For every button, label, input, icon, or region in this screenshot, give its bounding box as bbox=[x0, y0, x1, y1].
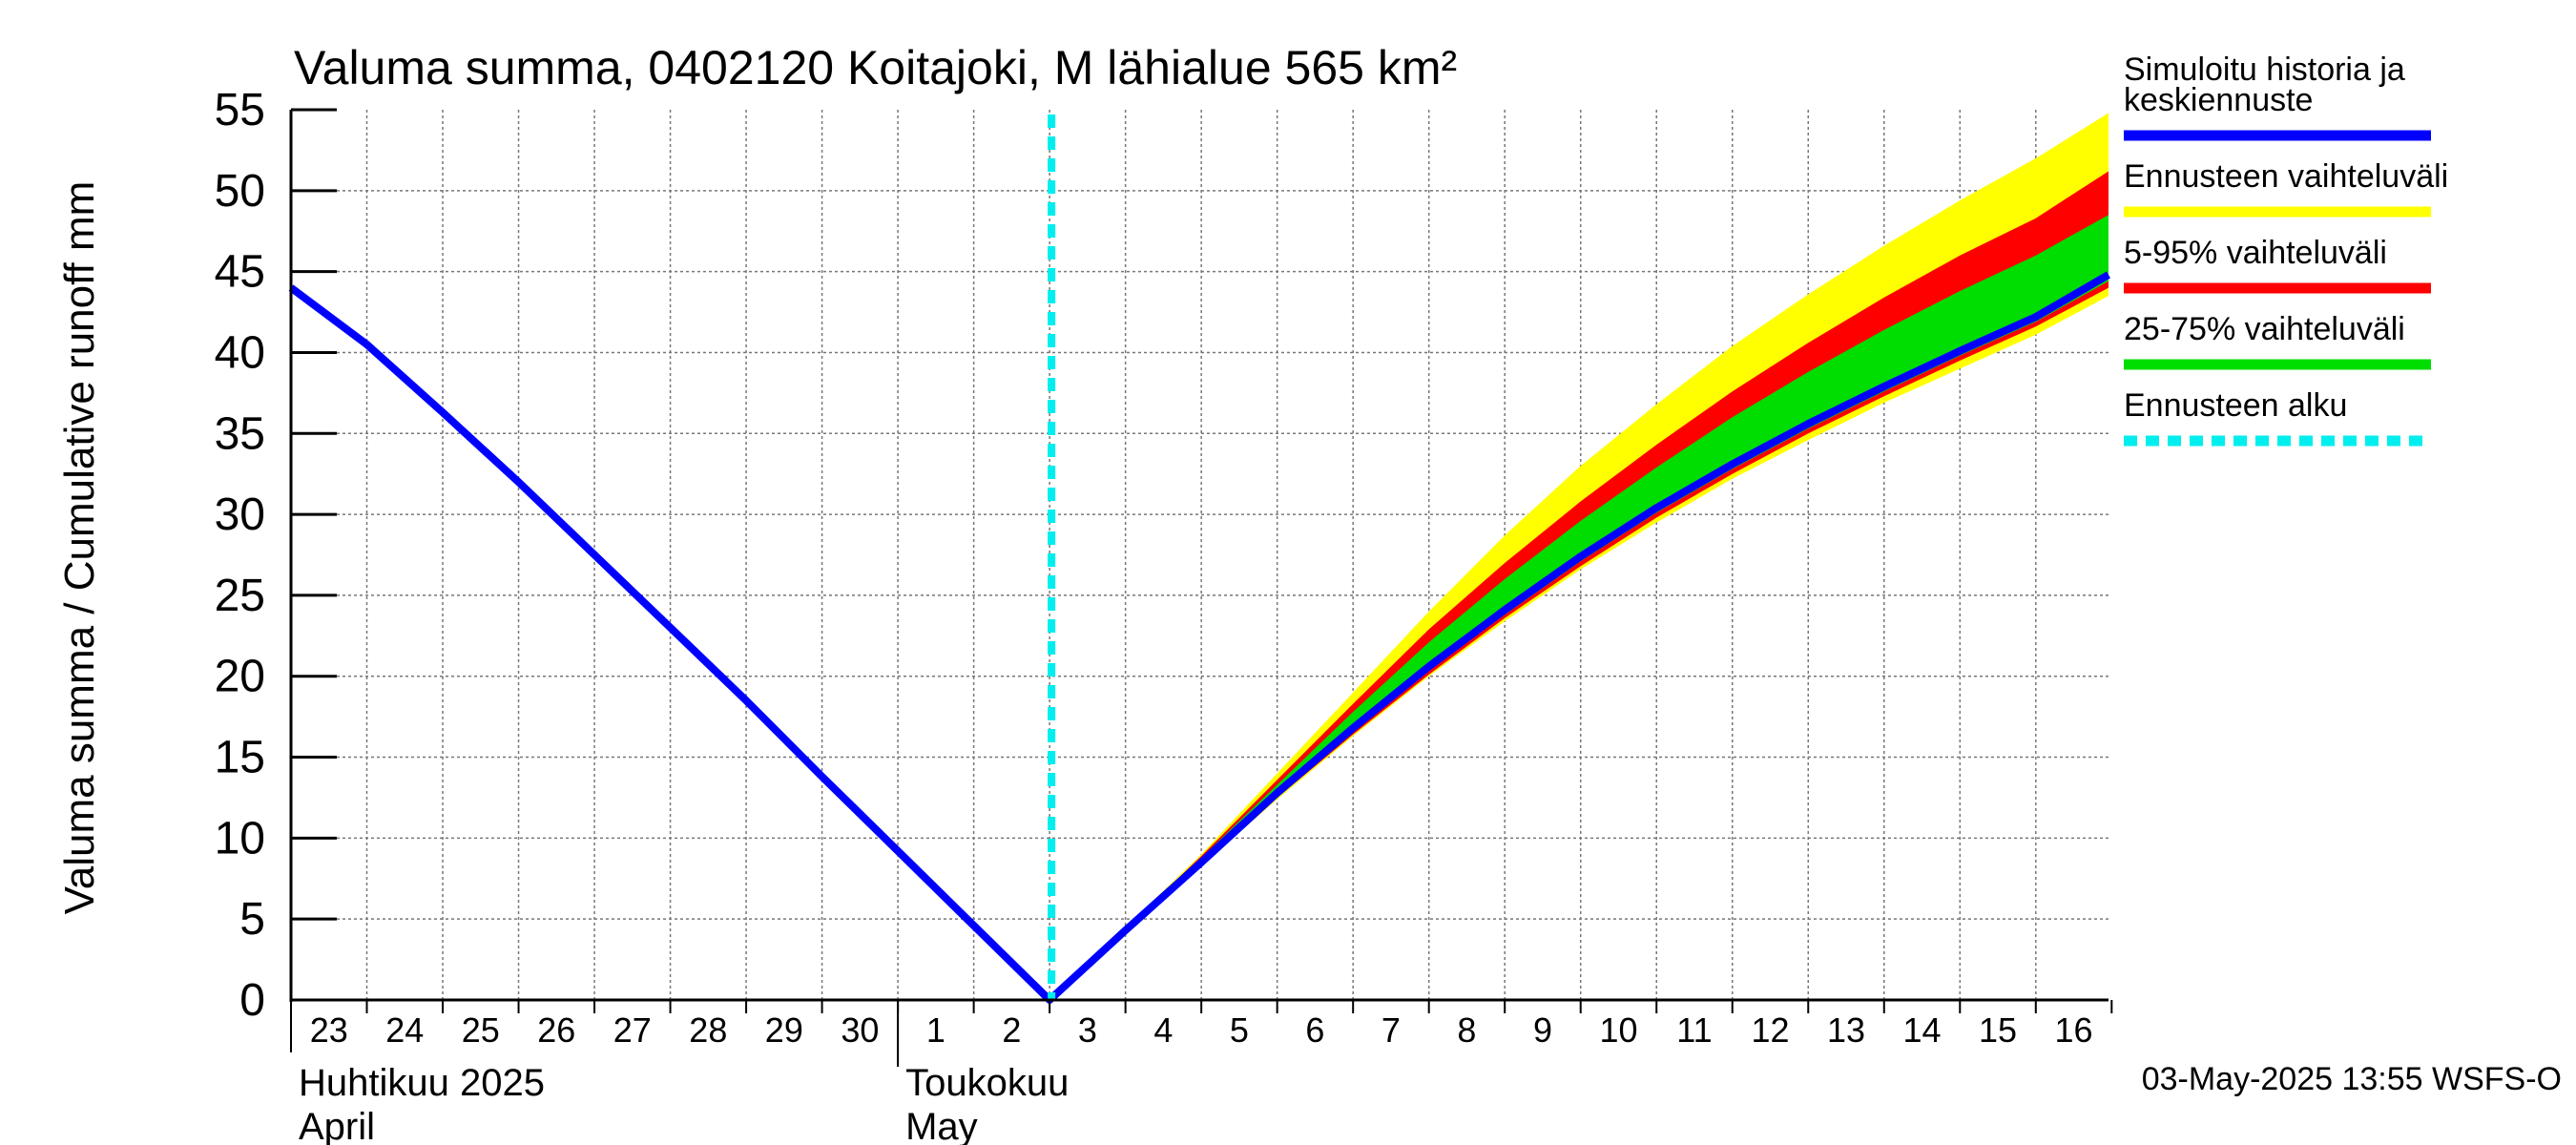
y-tick-label: 25 bbox=[215, 571, 265, 621]
x-tick-label: 15 bbox=[1979, 1010, 2017, 1050]
y-axis-label: Valuma summa / Cumulative runoff mm bbox=[56, 181, 103, 915]
x-tick-label: 8 bbox=[1457, 1010, 1476, 1050]
x-tick-label: 11 bbox=[1676, 1010, 1712, 1050]
month-label-fi: Huhtikuu 2025 bbox=[299, 1062, 545, 1104]
x-tick-label: 27 bbox=[613, 1010, 652, 1050]
x-tick-label: 6 bbox=[1305, 1010, 1324, 1050]
x-tick-label: 13 bbox=[1827, 1010, 1865, 1050]
x-tick-label: 29 bbox=[765, 1010, 803, 1050]
y-tick-labels: 0 5 10 15 20 25 30 35 40 45 50 55 bbox=[215, 85, 337, 1026]
y-tick-label: 10 bbox=[215, 813, 265, 864]
band-5-95-vaihteluv-li bbox=[1049, 171, 2109, 1000]
x-tick-label: 10 bbox=[1599, 1010, 1637, 1050]
month-label-en: May bbox=[905, 1106, 978, 1145]
x-tick-label: 1 bbox=[926, 1010, 945, 1050]
x-tick-label: 2 bbox=[1002, 1010, 1021, 1050]
y-tick-label: 35 bbox=[215, 408, 265, 459]
x-tick-label: 12 bbox=[1751, 1010, 1789, 1050]
band-25-75-vaihteluv-li bbox=[1049, 215, 2109, 1001]
x-tick-label: 14 bbox=[1903, 1010, 1942, 1050]
y-tick-label: 55 bbox=[215, 85, 265, 135]
x-tick-label: 7 bbox=[1381, 1010, 1401, 1050]
x-tick-label: 26 bbox=[537, 1010, 575, 1050]
plot-frame bbox=[289, 110, 2113, 1067]
legend-label: Ennusteen vaihteluväli bbox=[2124, 158, 2448, 195]
y-tick-label: 5 bbox=[239, 894, 265, 945]
legend-label: Ennusteen alku bbox=[2124, 387, 2347, 424]
legend-label: keskiennuste bbox=[2124, 82, 2313, 118]
timestamp-footer: 03-May-2025 13:55 WSFS-O bbox=[2142, 1061, 2562, 1097]
x-tick-label: 24 bbox=[385, 1010, 424, 1050]
legend-label: 5-95% vaihteluväli bbox=[2124, 235, 2387, 271]
x-tick-label: 28 bbox=[689, 1010, 727, 1050]
y-tick-label: 15 bbox=[215, 733, 265, 783]
x-tick-label: 30 bbox=[841, 1010, 879, 1050]
y-tick-label: 30 bbox=[215, 489, 265, 540]
month-label-en: April bbox=[299, 1106, 375, 1145]
x-tick-label: 9 bbox=[1533, 1010, 1552, 1050]
month-label-fi: Toukokuu bbox=[905, 1062, 1069, 1104]
legend-label: Simuloitu historia ja bbox=[2124, 52, 2405, 88]
series-line-mean bbox=[288, 271, 2111, 1004]
chart-title: Valuma summa, 0402120 Koitajoki, M lähia… bbox=[294, 41, 1457, 94]
x-tick-label: 5 bbox=[1230, 1010, 1249, 1050]
x-tick-label: 3 bbox=[1078, 1010, 1097, 1050]
y-tick-label: 45 bbox=[215, 247, 265, 298]
y-tick-label: 40 bbox=[215, 327, 265, 378]
y-tick-label: 20 bbox=[215, 652, 265, 702]
series-lines bbox=[288, 271, 2111, 1004]
x-tick-label: 23 bbox=[310, 1010, 348, 1050]
x-tick-label: 16 bbox=[2055, 1010, 2093, 1050]
y-tick-label: 0 bbox=[239, 975, 265, 1026]
legend-label: 25-75% vaihteluväli bbox=[2124, 311, 2405, 347]
y-tick-label: 50 bbox=[215, 166, 265, 217]
x-tick-labels: 23 24 25 26 27 28 29 30 1 2 3 4 5 6 7 8 9 10 11 12 13 14 15 16 bbox=[310, 1010, 2093, 1050]
x-tick-label: 25 bbox=[462, 1010, 500, 1050]
x-tick-label: 4 bbox=[1153, 1010, 1173, 1050]
